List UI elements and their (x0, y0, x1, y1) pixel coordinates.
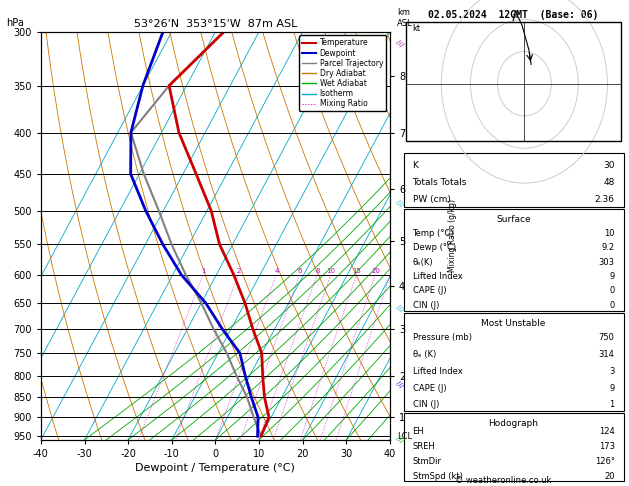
Text: 10: 10 (326, 268, 336, 274)
Text: hPa: hPa (6, 17, 24, 28)
Text: Totals Totals: Totals Totals (413, 178, 467, 187)
Text: 9: 9 (610, 383, 615, 393)
Text: 8: 8 (315, 268, 320, 274)
Text: StmDir: StmDir (413, 457, 442, 466)
Text: Pressure (mb): Pressure (mb) (413, 333, 472, 342)
Text: 1: 1 (201, 268, 206, 274)
Bar (406, 22, 621, 141)
Text: Mixing Ratio (g/kg): Mixing Ratio (g/kg) (448, 199, 457, 272)
Bar (404, 153, 623, 207)
Bar (404, 413, 623, 481)
Bar (404, 313, 623, 411)
Text: 10: 10 (604, 229, 615, 238)
Text: ///: /// (395, 304, 404, 313)
Bar (404, 209, 623, 311)
Text: 9.2: 9.2 (601, 243, 615, 252)
Text: 3: 3 (610, 367, 615, 376)
Text: K: K (413, 161, 418, 170)
Text: 2: 2 (237, 268, 241, 274)
Text: 4: 4 (274, 268, 279, 274)
Text: 750: 750 (599, 333, 615, 342)
Text: CIN (J): CIN (J) (413, 400, 439, 409)
Text: 314: 314 (599, 350, 615, 359)
Text: Lifted Index: Lifted Index (413, 367, 462, 376)
Text: 6: 6 (298, 268, 303, 274)
Text: SREH: SREH (413, 442, 435, 451)
Text: 20: 20 (604, 472, 615, 481)
Text: Dewp (°C): Dewp (°C) (413, 243, 455, 252)
Text: θₑ(K): θₑ(K) (413, 258, 433, 266)
X-axis label: Dewpoint / Temperature (°C): Dewpoint / Temperature (°C) (135, 463, 296, 473)
Text: 02.05.2024  12GMT  (Base: 06): 02.05.2024 12GMT (Base: 06) (428, 10, 599, 20)
Text: 173: 173 (599, 442, 615, 451)
Text: CAPE (J): CAPE (J) (413, 286, 446, 295)
Text: km
ASL: km ASL (397, 8, 413, 28)
Text: kt: kt (413, 24, 421, 34)
Text: 20: 20 (371, 268, 380, 274)
Text: LCL: LCL (397, 432, 412, 441)
Text: EH: EH (413, 427, 424, 436)
Text: Temp (°C): Temp (°C) (413, 229, 454, 238)
Text: 30: 30 (603, 161, 615, 170)
Legend: Temperature, Dewpoint, Parcel Trajectory, Dry Adiabat, Wet Adiabat, Isotherm, Mi: Temperature, Dewpoint, Parcel Trajectory… (299, 35, 386, 111)
Text: CIN (J): CIN (J) (413, 301, 439, 310)
Text: StmSpd (kt): StmSpd (kt) (413, 472, 462, 481)
Text: ///: /// (395, 380, 404, 389)
Text: Hodograph: Hodograph (489, 419, 538, 428)
Text: θₑ (K): θₑ (K) (413, 350, 436, 359)
Text: 303: 303 (599, 258, 615, 266)
Title: 53°26'N  353°15'W  87m ASL: 53°26'N 353°15'W 87m ASL (134, 19, 297, 30)
Text: Most Unstable: Most Unstable (481, 319, 546, 329)
Text: 124: 124 (599, 427, 615, 436)
Text: 2.36: 2.36 (594, 195, 615, 204)
Text: Lifted Index: Lifted Index (413, 272, 462, 281)
Text: Surface: Surface (496, 215, 531, 224)
Text: 0: 0 (610, 286, 615, 295)
Text: ///: /// (395, 38, 404, 48)
Text: 126°: 126° (594, 457, 615, 466)
Text: © weatheronline.co.uk: © weatheronline.co.uk (455, 475, 552, 485)
Text: ///: /// (395, 199, 404, 208)
Text: 1: 1 (610, 400, 615, 409)
Text: CAPE (J): CAPE (J) (413, 383, 446, 393)
Text: 48: 48 (603, 178, 615, 187)
Text: PW (cm): PW (cm) (413, 195, 450, 204)
Text: ///: /// (395, 435, 404, 445)
Text: 0: 0 (610, 301, 615, 310)
Text: 9: 9 (610, 272, 615, 281)
Text: 15: 15 (352, 268, 361, 274)
